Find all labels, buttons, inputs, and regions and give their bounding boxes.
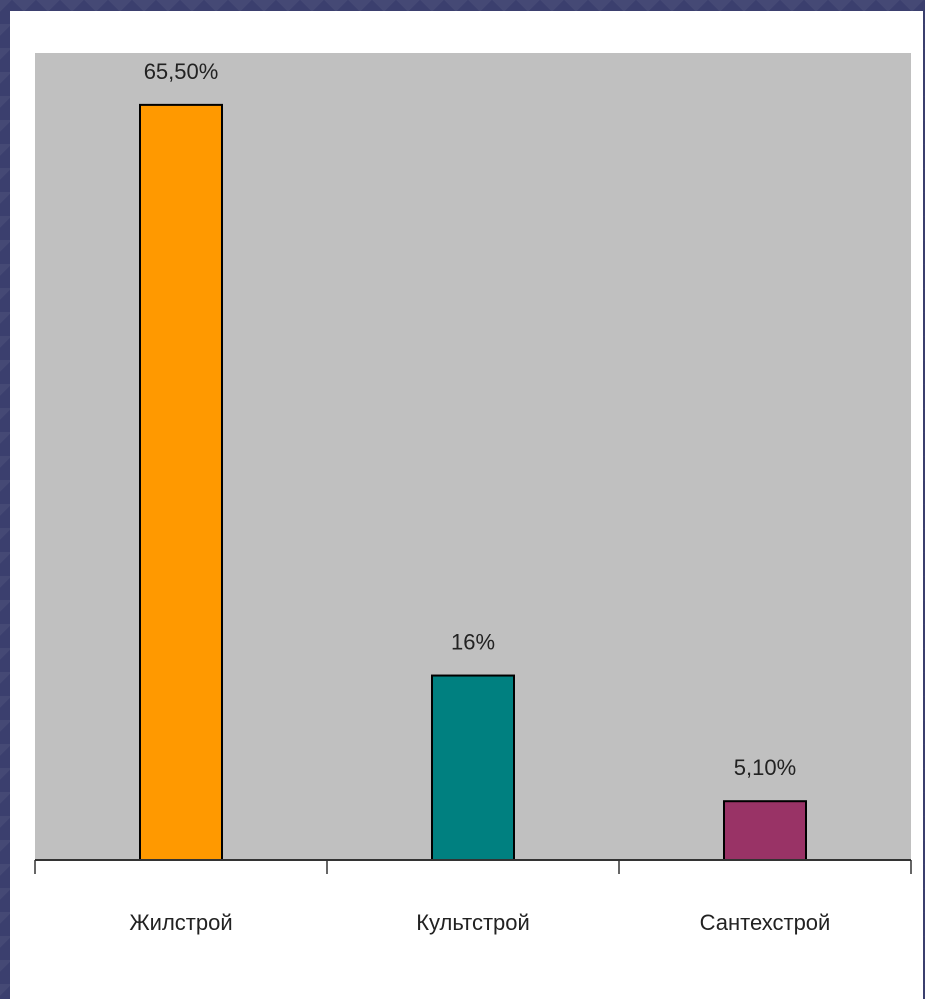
bar <box>431 674 515 861</box>
bar <box>139 103 223 861</box>
x-axis <box>34 859 912 874</box>
labels-layer: 65,50% Жилстрой 16% Культстрой 5,10% Сантехст… <box>129 59 830 935</box>
category-label: Культстрой <box>416 910 530 935</box>
data-label: 16% <box>451 630 495 655</box>
category-label: Жилстрой <box>129 910 232 935</box>
data-label: 5,10% <box>734 755 796 780</box>
bar <box>723 800 807 861</box>
data-label: 65,50% <box>144 59 219 84</box>
category-label: Сантехстрой <box>700 910 831 935</box>
bars-layer <box>139 103 807 861</box>
